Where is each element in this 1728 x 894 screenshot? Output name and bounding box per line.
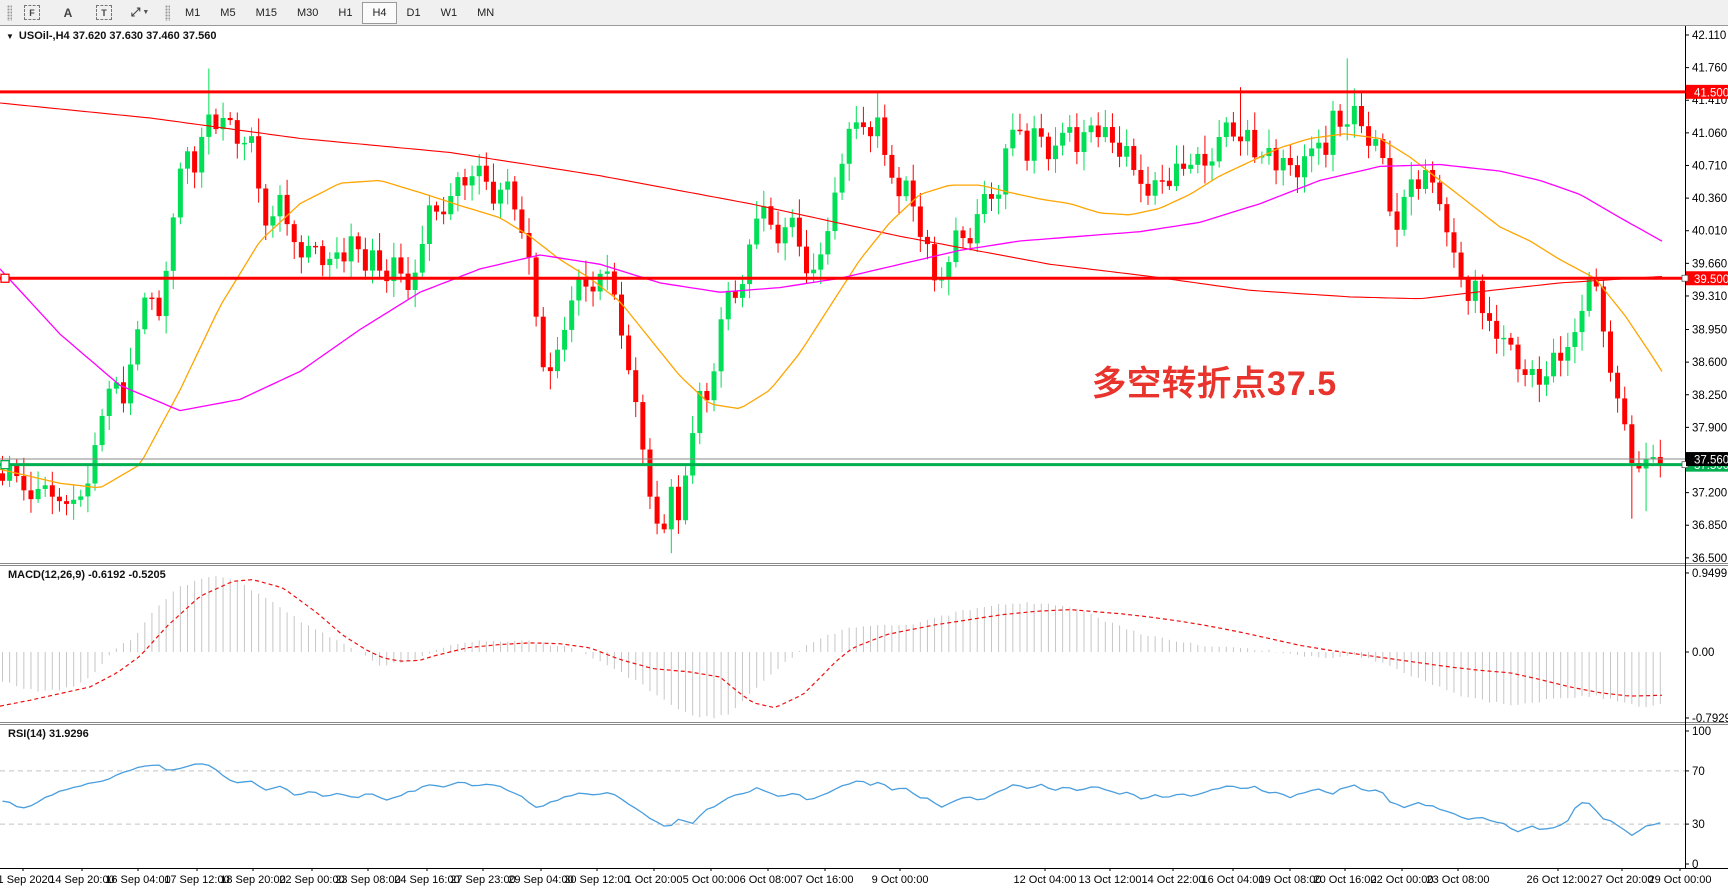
- axis-time-label: 6 Oct 08:00: [740, 874, 797, 886]
- axis-time-label: 30 Sep 12:00: [564, 874, 629, 886]
- timeframe-button-m30[interactable]: M30: [296, 6, 319, 19]
- axis-time-label: 14 Oct 22:00: [1142, 874, 1205, 886]
- chart-annotation-text: 多空转折点37.5: [1092, 365, 1338, 403]
- axis-price-label: 37.900: [1692, 422, 1727, 434]
- level-price-tag: 39.500: [1681, 271, 1728, 286]
- panel-separators: [0, 563, 1728, 869]
- candles: [0, 58, 1663, 554]
- axis-price-label: 100: [1692, 726, 1711, 738]
- timeframe-button-w1[interactable]: W1: [440, 6, 458, 19]
- axis-time-label: 23 Sep 08:00: [335, 874, 400, 886]
- horizontal-levels: [0, 90, 1685, 470]
- axis-time-label: 7 Oct 16:00: [797, 874, 854, 886]
- axis-price-label: 39.310: [1692, 291, 1727, 303]
- symbol-dropdown-icon[interactable]: ▼: [6, 31, 14, 41]
- axis-time-label: 27 Sep 23:00: [450, 874, 515, 886]
- rsi-levels: [0, 770, 1685, 825]
- ma-red-line: [0, 102, 1663, 300]
- axis-time-label: 16 Oct 04:00: [1202, 874, 1265, 886]
- timeframe-button-m15[interactable]: M15: [255, 6, 277, 19]
- axis-price-label: 0: [1692, 859, 1698, 871]
- text-label-tool-icon[interactable]: T: [89, 2, 119, 24]
- axis-price-label: 70: [1692, 766, 1705, 778]
- axis-price-label: 40.360: [1692, 193, 1727, 205]
- axis-time-label: 29 Oct 00:00: [1649, 874, 1712, 886]
- axis-price-label: 38.250: [1692, 390, 1727, 402]
- svg-text:41.500: 41.500: [1694, 87, 1728, 99]
- axis-time-label: 12 Oct 04:00: [1014, 874, 1077, 886]
- axis-price-label: 36.500: [1692, 553, 1727, 565]
- axis-time-label: 27 Oct 20:00: [1591, 874, 1654, 886]
- axis-price-label: 41.760: [1692, 63, 1727, 75]
- axis-time-label: 23 Oct 08:00: [1427, 874, 1490, 886]
- arrows-tool-icon[interactable]: ⤢ ▼: [130, 5, 150, 19]
- rsi-label: RSI(14) 31.9296: [8, 728, 89, 740]
- axis-price-label: 30: [1692, 819, 1705, 831]
- symbol-ohlc-text: USOil-,H4 37.620 37.630 37.460 37.560: [18, 30, 217, 42]
- svg-text:39.500: 39.500: [1694, 274, 1728, 286]
- macd-signal-line: [0, 579, 1663, 709]
- dropdown-arrow-icon[interactable]: ▼: [142, 9, 150, 16]
- level-price-tag: 41.500: [1686, 84, 1728, 99]
- axis-price-label: 41.060: [1692, 128, 1727, 140]
- toolbar-drag-handle[interactable]: [7, 4, 12, 21]
- rsi-line: [2, 763, 1661, 837]
- axis-time-label: 26 Oct 12:00: [1527, 874, 1590, 886]
- timeframe-button-m5[interactable]: M5: [220, 6, 236, 19]
- axis-time-label: 18 Sep 20:00: [220, 874, 285, 886]
- timeframe-button-mn[interactable]: MN: [477, 6, 495, 19]
- axis-price-label: 0.9499: [1692, 568, 1727, 580]
- symbol-info[interactable]: ▼ USOil-,H4 37.620 37.630 37.460 37.560: [6, 30, 216, 42]
- fibonacci-tool-icon[interactable]: F: [17, 2, 47, 24]
- axis-time-label: 16 Sep 04:00: [105, 874, 170, 886]
- toolbar: F A T ⤢ ▼ M1 M5 M15 M30 H1 H4 D1 W1 MN: [0, 0, 1728, 26]
- rsi-axis-labels: 100 70 30 0: [1685, 726, 1711, 871]
- axis-time-label: 11 Sep 2020: [0, 874, 54, 886]
- axis-price-label: 37.200: [1692, 488, 1727, 500]
- timeframe-group: M1 M5 M15 M30 H1 H4 D1 W1 MN: [175, 1, 504, 24]
- axis-time-label: 24 Sep 16:00: [394, 874, 459, 886]
- macd-axis-labels: 0.9499 0.00 -0.7929: [1685, 568, 1728, 725]
- current-price-tag: 37.560: [1686, 452, 1728, 467]
- axis-time-label: 1 Oct 20:00: [626, 874, 683, 886]
- axis-time-label: 22 Oct 00:00: [1371, 874, 1434, 886]
- axis-price-label: 39.660: [1692, 258, 1727, 270]
- timeframe-drag-handle[interactable]: [165, 4, 170, 21]
- timeframe-button-m1[interactable]: M1: [185, 6, 201, 19]
- axis-price-label: 38.950: [1692, 325, 1727, 337]
- axis-time-label: 20 Oct 16:00: [1314, 874, 1377, 886]
- drawing-tools-group: F A T ⤢ ▼: [17, 2, 155, 24]
- chart-background: [0, 26, 1728, 894]
- axis-price-label: -0.7929: [1692, 713, 1728, 725]
- axis-time-label: 19 Oct 08:00: [1259, 874, 1322, 886]
- timeframe-button-d1[interactable]: D1: [406, 6, 421, 19]
- axis-price-label: 40.710: [1692, 160, 1727, 172]
- axis-price-label: 42.110: [1692, 30, 1726, 42]
- timeframe-button-h4[interactable]: H4: [362, 1, 397, 24]
- svg-text:37.560: 37.560: [1694, 455, 1728, 467]
- macd-histogram: [2, 576, 1661, 719]
- axis-time-label: 22 Sep 00:00: [279, 874, 344, 886]
- ma-orange-line: [0, 133, 1663, 489]
- axis-price-label: 0.00: [1692, 647, 1714, 659]
- axis-price-label: 38.600: [1692, 357, 1727, 369]
- macd-label: MACD(12,26,9) -0.6192 -0.5205: [8, 569, 166, 581]
- axis-price-label: 36.850: [1692, 520, 1727, 532]
- axis-time-label: 17 Sep 12:00: [164, 874, 229, 886]
- level-handle[interactable]: [0, 460, 10, 470]
- axis-time-label: 9 Oct 00:00: [872, 874, 929, 886]
- axis-time-label: 29 Sep 04:00: [508, 874, 573, 886]
- axis-price-label: 40.010: [1692, 226, 1727, 238]
- axis-time-label: 13 Oct 12:00: [1079, 874, 1142, 886]
- axis-time-label: 5 Oct 00:00: [683, 874, 740, 886]
- timeframe-button-h1[interactable]: H1: [338, 6, 353, 19]
- text-tool-icon[interactable]: A: [63, 5, 73, 20]
- axis-time-label: 14 Sep 20:00: [49, 874, 114, 886]
- level-handle[interactable]: [0, 273, 10, 283]
